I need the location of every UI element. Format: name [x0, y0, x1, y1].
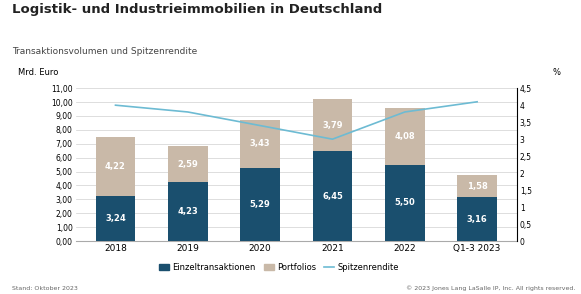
Text: 6,45: 6,45	[322, 192, 343, 201]
Bar	[96, 137, 135, 196]
Text: 3,43: 3,43	[250, 139, 271, 148]
Bar	[457, 197, 497, 241]
Bar	[168, 182, 208, 241]
Text: 3,79: 3,79	[322, 121, 343, 130]
Text: Mrd. Euro: Mrd. Euro	[18, 69, 59, 78]
Text: 4,22: 4,22	[105, 162, 126, 171]
Text: Transaktionsvolumen und Spitzenrendite: Transaktionsvolumen und Spitzenrendite	[12, 47, 197, 56]
Text: © 2023 Jones Lang LaSalle IP, Inc. All rights reserved.: © 2023 Jones Lang LaSalle IP, Inc. All r…	[406, 285, 575, 291]
Text: 1,58: 1,58	[467, 182, 487, 191]
Text: 5,50: 5,50	[394, 198, 415, 207]
Text: 4,08: 4,08	[394, 132, 415, 141]
Text: Stand: Oktober 2023: Stand: Oktober 2023	[12, 286, 77, 291]
Bar	[385, 165, 425, 241]
Text: 3,16: 3,16	[467, 215, 487, 224]
Text: 5,29: 5,29	[250, 200, 271, 209]
Bar	[313, 151, 352, 241]
Text: 2,59: 2,59	[177, 160, 198, 169]
Bar	[241, 120, 280, 168]
Text: 3,24: 3,24	[105, 214, 126, 223]
Text: %: %	[553, 69, 561, 78]
Bar	[96, 196, 135, 241]
Bar	[457, 175, 497, 197]
Bar	[385, 108, 425, 165]
Bar	[241, 168, 280, 241]
Legend: Einzeltransaktionen, Portfolios, Spitzenrendite: Einzeltransaktionen, Portfolios, Spitzen…	[155, 260, 403, 275]
Text: 4,23: 4,23	[177, 207, 198, 216]
Text: Logistik- und Industrieimmobilien in Deutschland: Logistik- und Industrieimmobilien in Deu…	[12, 3, 382, 16]
Bar	[313, 99, 352, 151]
Bar	[168, 146, 208, 182]
